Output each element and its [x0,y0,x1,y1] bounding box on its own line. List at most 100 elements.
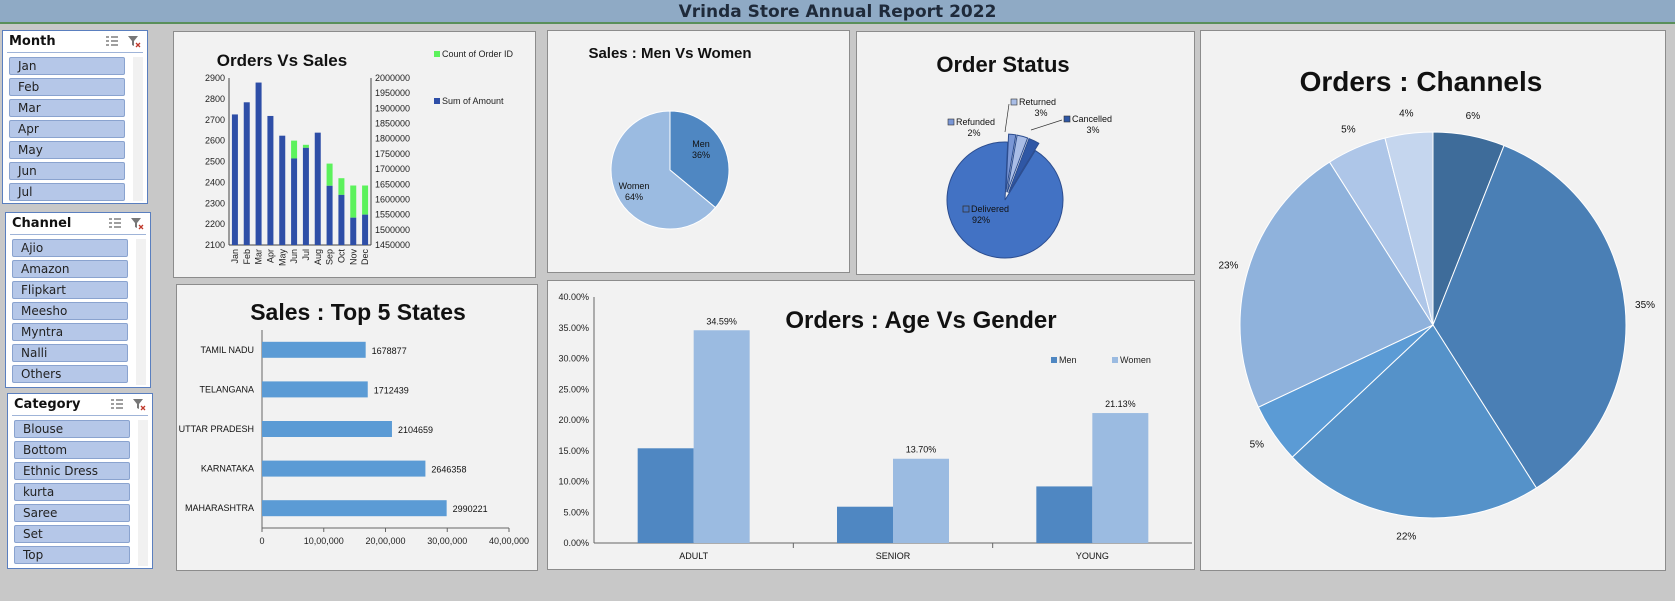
chart-title: Sales : Top 5 States [250,299,466,325]
orders-vs-sales-chart: Orders Vs Sales 2100 2200 2300 2400 2500 2600 2… [205,49,514,267]
month-slicer-item[interactable]: Jan [9,57,125,75]
men-vs-women-panel[interactable]: Sales : Men Vs Women Men 36% Women 64% [547,30,850,273]
value-label: 21.13% [1105,399,1136,409]
slice-percent: 92% [972,215,990,225]
category-slicer-item[interactable]: Set [14,525,130,543]
category-slicer-item[interactable]: Bottom [14,441,130,459]
pie-slice-returned [1006,134,1029,193]
month-slicer[interactable]: Month Jan Feb Mar Apr May Jun Jul [2,30,148,204]
category-slicer-item[interactable]: Blouse [14,420,130,438]
month-slicer-item[interactable]: May [9,141,125,159]
month-slicer-scrollbar[interactable] [133,57,143,201]
orders-vs-sales-panel[interactable]: Orders Vs Sales 2100 2200 2300 2400 2500 2600 2… [173,31,536,278]
category-slicer-scrollbar[interactable] [138,420,148,566]
channel-slicer[interactable]: Channel Ajio Amazon Flipkart Meesho Myntra Na… [5,212,151,388]
slice-label: Refunded [956,117,995,127]
y-left-tick-label: 2700 [205,115,225,125]
y-right-tick-label: 1700000 [375,164,410,174]
channel-slicer-item[interactable]: Meesho [12,302,128,320]
pie-slice [1384,131,1434,326]
x-tick-label: Nov [348,249,358,266]
sum-of-amount-bar [243,102,250,245]
x-tick-label: Apr [265,249,275,263]
leader-line [1004,103,1010,133]
count-of-order-bar [291,140,298,159]
category-slicer-item[interactable]: kurta [14,483,130,501]
sum-of-amount-bar [302,147,309,245]
month-slicer-title: Month [9,34,56,49]
clear-filter-icon[interactable] [127,35,141,48]
channel-slicer-item[interactable]: Amazon [12,260,128,278]
men-bar [837,506,893,543]
legend-swatch-count [434,51,440,57]
category-slicer[interactable]: Category Blouse Bottom Ethnic Dress kurta Sa… [7,393,153,569]
men-bar [1036,486,1093,543]
age-vs-gender-panel[interactable]: Orders : Age Vs Gender 0.00% 5.00% 10.00% 15… [547,280,1195,570]
value-label: 1712439 [374,385,409,395]
multi-select-icon[interactable] [105,35,119,48]
pie-slice [1291,324,1538,519]
month-slicer-item[interactable]: Jul [9,183,125,201]
category-slicer-item[interactable]: Top [14,546,130,564]
y-left-tick-label: 2900 [205,73,225,83]
x-tick-label: May [277,249,287,267]
multi-select-icon[interactable] [108,217,122,230]
month-slicer-item[interactable]: Feb [9,78,125,96]
top5-states-panel[interactable]: Sales : Top 5 States 0 10,00,000 20,00,000 3… [176,284,538,571]
slice-percent: 3% [1086,125,1099,135]
state-bar [262,500,447,517]
sum-of-amount-bar [255,82,262,245]
channel-slicer-item[interactable]: Ajio [12,239,128,257]
month-slicer-header: Month [7,31,143,53]
x-tick-label: ADULT [679,551,708,561]
slice-percent: 6% [1466,111,1481,122]
slice-percent: 2% [967,128,980,138]
women-bar [1092,413,1149,543]
month-slicer-item[interactable]: Mar [9,99,125,117]
leader-line [1030,119,1063,131]
x-tick-label: Sep [325,249,335,265]
multi-select-icon[interactable] [110,398,124,411]
y-right-tick-label: 1600000 [375,194,410,204]
channel-slicer-item[interactable]: Others [12,365,128,383]
channel-slicer-header: Channel [10,213,146,235]
y-right-tick-label: 1750000 [375,149,410,159]
count-of-order-bar [326,163,333,186]
channel-slicer-item[interactable]: Flipkart [12,281,128,299]
channel-slicer-item[interactable]: Nalli [12,344,128,362]
y-tick-label: 15.00% [558,446,589,456]
value-label: 2990221 [453,504,488,514]
clear-filter-icon[interactable] [132,398,146,411]
x-tick-label: Aug [313,249,323,265]
channel-slicer-scrollbar[interactable] [136,239,146,385]
y-right-tick-label: 2000000 [375,73,410,83]
legend-key-delivered [962,205,970,213]
order-status-panel[interactable]: Order Status Delivered 92% Refunded 2% Return… [856,31,1195,275]
category-slicer-item[interactable]: Saree [14,504,130,522]
month-slicer-item[interactable]: Jun [9,162,125,180]
x-tick-label: 10,00,000 [304,536,344,546]
chart-title: Orders : Channels [1300,66,1543,97]
x-tick-label: 20,00,000 [365,536,405,546]
sum-of-amount-bar [231,114,238,245]
slice-label: Delivered [971,204,1009,214]
legend-label-women: Women [1120,355,1151,365]
category-slicer-item[interactable]: Ethnic Dress [14,462,130,480]
value-label: 2646358 [431,465,466,475]
category-label: UTTAR PRADESH [179,424,254,434]
clear-filter-icon[interactable] [130,217,144,230]
channel-slicer-item[interactable]: Myntra [12,323,128,341]
sum-of-amount-bar [291,158,298,245]
orders-channels-panel[interactable]: Orders : Channels 6% 35% 22% 5% 23% 5% 4% [1200,30,1666,571]
pie-slice [1239,161,1434,408]
x-tick-label: 30,00,000 [427,536,467,546]
x-tick-label: Dec [360,249,370,266]
top5-states-chart: Sales : Top 5 States 0 10,00,000 20,00,000 3… [179,299,529,546]
slice-percent: 36% [692,150,710,160]
x-tick-label: 40,00,000 [489,536,529,546]
value-label: 34.59% [706,316,737,326]
month-slicer-item[interactable]: Apr [9,120,125,138]
state-bar [262,460,426,477]
category-slicer-header: Category [12,394,148,416]
